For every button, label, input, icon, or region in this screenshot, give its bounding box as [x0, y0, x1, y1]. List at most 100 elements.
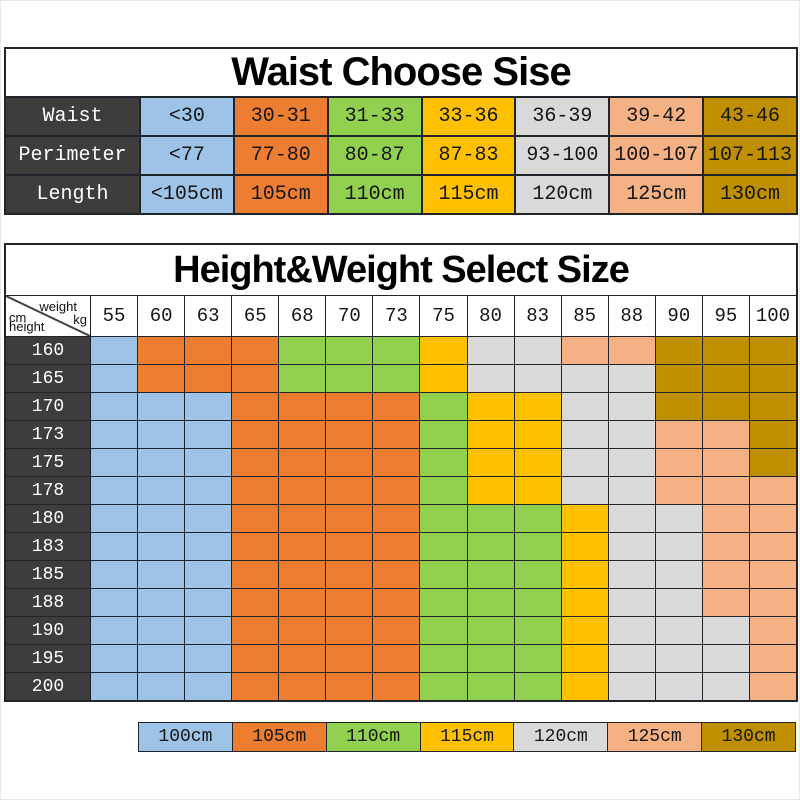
- waist-cell: <105cm: [141, 176, 233, 213]
- legend-item: 115cm: [420, 723, 514, 751]
- legend-item: 125cm: [608, 723, 702, 751]
- grid-cell: [91, 561, 138, 588]
- grid-cell: [279, 505, 326, 532]
- grid-cell: [608, 617, 655, 644]
- grid-cell: [702, 337, 749, 364]
- grid-cell: [373, 337, 420, 364]
- grid-cell: [655, 589, 702, 616]
- height-label-cell: 178: [6, 477, 90, 504]
- height-label-cell: 195: [6, 645, 90, 672]
- grid-cell: [514, 533, 561, 560]
- diagonal-line-icon: [6, 296, 90, 336]
- weight-header-cell: 55: [91, 296, 138, 336]
- grid-cell: [185, 505, 232, 532]
- grid-cell: [608, 561, 655, 588]
- height-label-cell: 175: [6, 449, 90, 476]
- waist-cell: 39-42: [610, 98, 703, 135]
- grid-cell: [655, 449, 702, 476]
- grid-cell: [514, 617, 561, 644]
- waist-table-title: Waist Choose Sise: [6, 49, 796, 96]
- grid-cell: [373, 589, 420, 616]
- grid-cell: [702, 505, 749, 532]
- grid-cell: [561, 561, 608, 588]
- grid-cell: [279, 673, 326, 700]
- grid-cell: [232, 421, 279, 448]
- grid-cell: [373, 533, 420, 560]
- grid-cell: [420, 393, 467, 420]
- grid-cell: [185, 673, 232, 700]
- grid-cell: [655, 533, 702, 560]
- grid-cell: [561, 645, 608, 672]
- grid-cell: [420, 337, 467, 364]
- legend-item: 110cm: [326, 723, 420, 751]
- legend-item: 100cm: [139, 723, 232, 751]
- size-grid-title: Height&Weight Select Size: [6, 245, 796, 295]
- grid-cell: [326, 505, 373, 532]
- grid-cell: [561, 589, 608, 616]
- grid-cell: [373, 365, 420, 392]
- weight-header-cell: 95: [702, 296, 749, 336]
- grid-cell: [138, 561, 185, 588]
- grid-cell: [514, 477, 561, 504]
- grid-cell: [138, 421, 185, 448]
- grid-cell: [514, 673, 561, 700]
- grid-cell: [326, 673, 373, 700]
- grid-cell: [279, 645, 326, 672]
- grid-cell: [138, 393, 185, 420]
- grid-cell: [702, 365, 749, 392]
- waist-cell: 115cm: [422, 176, 515, 213]
- grid-cell: [561, 365, 608, 392]
- waist-row-label: Perimeter: [6, 137, 139, 174]
- grid-cell: [326, 533, 373, 560]
- grid-cell: [326, 477, 373, 504]
- grid-cell: [702, 617, 749, 644]
- corner-cm-label: cm: [9, 310, 27, 325]
- grid-cell: [232, 589, 279, 616]
- grid-cell: [373, 617, 420, 644]
- grid-cell: [514, 393, 561, 420]
- grid-cell: [279, 477, 326, 504]
- grid-cell: [91, 617, 138, 644]
- grid-cell: [467, 533, 514, 560]
- grid-cell: [279, 617, 326, 644]
- grid-cell: [420, 589, 467, 616]
- height-label-cell: 170: [6, 393, 90, 420]
- grid-cell: [608, 673, 655, 700]
- grid-cell: [326, 337, 373, 364]
- weight-header-cell: 75: [420, 296, 467, 336]
- grid-cell: [185, 365, 232, 392]
- grid-cell: [185, 421, 232, 448]
- grid-cell: [420, 561, 467, 588]
- grid-cell: [185, 337, 232, 364]
- waist-cell: 93-100: [516, 137, 609, 174]
- grid-cell: [279, 421, 326, 448]
- grid-cell: [702, 421, 749, 448]
- grid-cell: [91, 365, 138, 392]
- grid-cell: [138, 533, 185, 560]
- grid-cell: [467, 561, 514, 588]
- grid-cell: [749, 589, 796, 616]
- grid-cell: [91, 589, 138, 616]
- grid-cell: [514, 645, 561, 672]
- grid-cell: [608, 365, 655, 392]
- grid-cell: [373, 505, 420, 532]
- grid-cell: [232, 393, 279, 420]
- waist-table: Waist Choose Sise Waist <30 30-31 31-33 33-3…: [4, 47, 798, 215]
- grid-cell: [608, 393, 655, 420]
- waist-cell: <30: [141, 98, 233, 135]
- grid-cell: [420, 505, 467, 532]
- grid-cell: [373, 449, 420, 476]
- grid-cell: [185, 589, 232, 616]
- grid-cell: [655, 477, 702, 504]
- waist-cell: 87-83: [422, 137, 515, 174]
- legend-item: 105cm: [232, 723, 326, 751]
- grid-cell: [420, 449, 467, 476]
- waist-cell: 30-31: [234, 98, 327, 135]
- grid-cell: [326, 589, 373, 616]
- grid-cell: [138, 645, 185, 672]
- grid-cell: [373, 561, 420, 588]
- grid-cell: [232, 673, 279, 700]
- grid-cell: [91, 673, 138, 700]
- grid-cell: [561, 393, 608, 420]
- grid-cell: [467, 589, 514, 616]
